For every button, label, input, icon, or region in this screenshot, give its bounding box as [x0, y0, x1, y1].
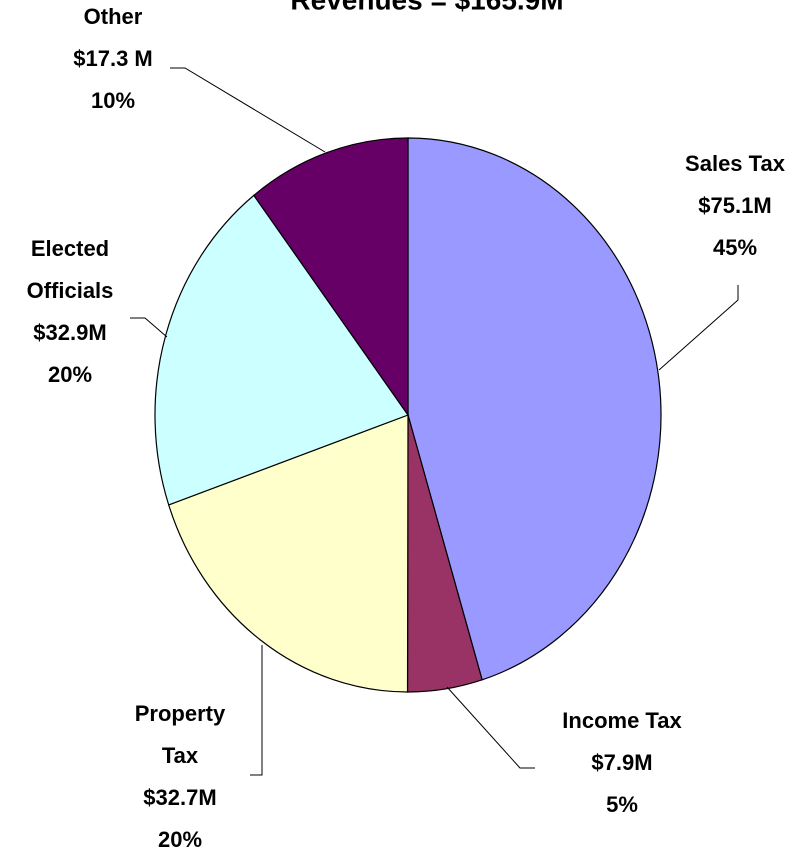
- slice-label: Sales Tax: [685, 151, 786, 176]
- value-label: $75.1M: [698, 193, 771, 218]
- value-label: $17.3 M: [73, 46, 153, 71]
- slice-label: Income Tax: [562, 708, 682, 733]
- value-label: $7.9M: [591, 750, 652, 775]
- leader-lines: [130, 67, 739, 776]
- leader-line: [170, 67, 326, 153]
- percent-label: 10%: [91, 88, 135, 113]
- percent-label: 45%: [713, 235, 757, 260]
- pie-slice: [154, 194, 409, 506]
- percent-label: 20%: [48, 362, 92, 387]
- pie: [154, 137, 662, 693]
- chart-title: Revenues = $165.9M: [290, 0, 563, 15]
- slice-label: Elected Officials: [27, 236, 114, 303]
- leader-line: [250, 645, 263, 776]
- slice-label: Other: [84, 4, 143, 29]
- leader-line: [658, 285, 739, 371]
- leader-line: [130, 317, 168, 338]
- leader-line: [446, 686, 535, 769]
- pie-slice: [407, 137, 662, 681]
- slice-label: Property Tax: [135, 701, 226, 768]
- pie-slice: [167, 414, 409, 693]
- value-label: $32.9M: [33, 320, 106, 345]
- percent-label: 5%: [606, 792, 638, 817]
- percent-label: 20%: [158, 827, 202, 852]
- pie-slice: [253, 137, 409, 417]
- value-label: $32.7M: [143, 785, 216, 810]
